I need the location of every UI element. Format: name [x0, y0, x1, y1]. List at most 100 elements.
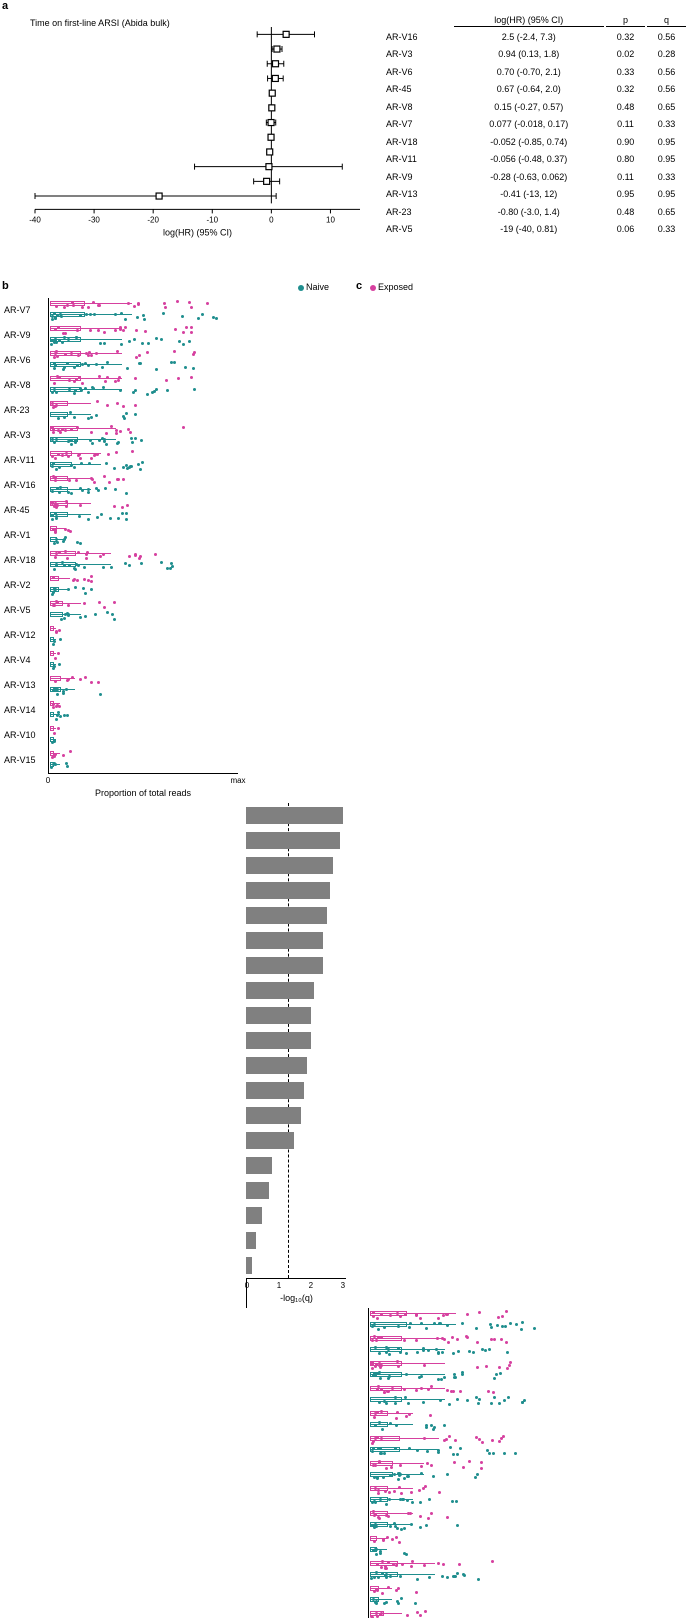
- forest-table-row: AR-V11-0.056 (-0.48, 0.37)0.800.95: [380, 152, 686, 168]
- bar-row: [246, 803, 346, 828]
- bar-row: [246, 953, 346, 978]
- scatter-row: [48, 373, 238, 398]
- scatter-row: [48, 648, 238, 673]
- bar-row: [246, 1053, 346, 1078]
- bar-row: [246, 1028, 346, 1053]
- bar-row: [246, 978, 346, 1003]
- forest-table-row: AR-V9-0.28 (-0.63, 0.062)0.110.33: [380, 169, 686, 185]
- forest-table-row: AR-V60.70 (-0.70, 2.1)0.330.56: [380, 64, 686, 80]
- bar-row: [246, 1153, 346, 1178]
- panel-a: a Time on first-line ARSI (Abida bulk) -…: [0, 0, 694, 280]
- forest-table-row: AR-450.67 (-0.64, 2.0)0.320.56: [380, 82, 686, 98]
- scatter-row: [48, 423, 238, 448]
- bar-row: [246, 928, 346, 953]
- variant-label: AR-V18: [4, 548, 46, 573]
- scatter-row: [48, 723, 238, 748]
- scatter-row: [368, 1558, 568, 1583]
- scatter-row: [368, 1383, 568, 1408]
- svg-text:-20: -20: [147, 215, 159, 224]
- forest-table: log(HR) (95% CI)pq AR-V162.5 (-2.4, 7.3)…: [378, 12, 688, 239]
- scatter-row: [368, 1608, 568, 1618]
- forest-table-row: AR-V30.94 (0.13, 1.8)0.020.28: [380, 47, 686, 63]
- legend-exposed: Exposed: [370, 282, 413, 292]
- bar-row: [246, 1203, 346, 1228]
- variant-label: AR-V3: [4, 423, 46, 448]
- scatter-row: [48, 573, 238, 598]
- forest-table-row: AR-V13-0.41 (-13, 12)0.950.95: [380, 187, 686, 203]
- variant-labels: AR-V7AR-V9AR-V6AR-V8AR-23AR-V3AR-V11AR-V…: [4, 298, 46, 803]
- variant-label: AR-V8: [4, 373, 46, 398]
- variant-label: AR-V9: [4, 323, 46, 348]
- scatter-row: [48, 498, 238, 523]
- scatter-row: [48, 598, 238, 623]
- scatter-row: [368, 1408, 568, 1433]
- variant-label: AR-V1: [4, 523, 46, 548]
- scatter-row: [48, 523, 238, 548]
- variant-label: AR-V4: [4, 648, 46, 673]
- scatter-row: [48, 398, 238, 423]
- scatter-row: [48, 348, 238, 373]
- svg-text:0: 0: [269, 215, 274, 224]
- variant-label: AR-V16: [4, 473, 46, 498]
- variant-label: AR-23: [4, 398, 46, 423]
- scatter-row: [368, 1333, 568, 1358]
- bar-row: [246, 1003, 346, 1028]
- bar-row: [246, 878, 346, 903]
- variant-label: AR-V15: [4, 748, 46, 773]
- scatter-row: [368, 1308, 568, 1333]
- forest-table-row: AR-V18-0.052 (-0.85, 0.74)0.900.95: [380, 134, 686, 150]
- svg-text:-10: -10: [206, 215, 218, 224]
- bar-row: [246, 1253, 346, 1278]
- bar-row: [246, 1178, 346, 1203]
- forest-table-row: AR-V5-19 (-40, 0.81)0.060.33: [380, 222, 686, 238]
- variant-label: AR-V13: [4, 673, 46, 698]
- svg-text:log(HR) (95% CI): log(HR) (95% CI): [163, 227, 232, 237]
- bar-row: [246, 1103, 346, 1128]
- scatter-row: [48, 673, 238, 698]
- scatter-row: [368, 1483, 568, 1508]
- svg-text:-30: -30: [88, 215, 100, 224]
- variant-label: AR-V7: [4, 298, 46, 323]
- scatter-row: [48, 623, 238, 648]
- scatter-row: [48, 473, 238, 498]
- scatter-row: [368, 1433, 568, 1458]
- legend-naive: Naive: [298, 282, 329, 292]
- bar-row: [246, 1128, 346, 1153]
- svg-text:-40: -40: [29, 215, 41, 224]
- variant-label: AR-V12: [4, 623, 46, 648]
- variant-label: AR-V6: [4, 348, 46, 373]
- panel-b-label: b: [2, 280, 9, 292]
- variant-label: AR-45: [4, 498, 46, 523]
- scatter-row: [368, 1533, 568, 1558]
- variant-label: AR-V14: [4, 698, 46, 723]
- forest-table-row: AR-23-0.80 (-3.0, 1.4)0.480.65: [380, 204, 686, 220]
- variant-label: AR-V10: [4, 723, 46, 748]
- scatter-row: [48, 698, 238, 723]
- scatter-row: [368, 1458, 568, 1483]
- panel-b-scatter: 0maxProportion of total reads: [48, 298, 238, 803]
- panel-a-label: a: [2, 0, 8, 12]
- panel-b-bars: 0123-log₁₀(q): [246, 803, 346, 1308]
- bar-row: [246, 828, 346, 853]
- scatter-row: [48, 298, 238, 323]
- scatter-row: [48, 748, 238, 773]
- legend-dot-exposed: [370, 285, 376, 291]
- bar-row: [246, 1228, 346, 1253]
- scatter-row: [48, 448, 238, 473]
- bar-row: [246, 1078, 346, 1103]
- scatter-row: [48, 323, 238, 348]
- scatter-row: [368, 1583, 568, 1608]
- panel-c-label: c: [356, 280, 362, 292]
- variant-label: AR-V11: [4, 448, 46, 473]
- bar-row: [246, 903, 346, 928]
- forest-table-row: AR-V162.5 (-2.4, 7.3)0.320.56: [380, 29, 686, 45]
- forest-table-row: AR-V70.077 (-0.018, 0.17)0.110.33: [380, 117, 686, 133]
- forest-table-row: AR-V80.15 (-0.27, 0.57)0.480.65: [380, 99, 686, 115]
- svg-text:10: 10: [326, 215, 335, 224]
- scatter-row: [368, 1358, 568, 1383]
- scatter-row: [368, 1508, 568, 1533]
- variant-label: AR-V5: [4, 598, 46, 623]
- bar-row: [246, 853, 346, 878]
- variant-label: AR-V2: [4, 573, 46, 598]
- panels-bc: b c Naive Exposed AR-V7AR-V9AR-V6AR-V8AR…: [0, 280, 694, 810]
